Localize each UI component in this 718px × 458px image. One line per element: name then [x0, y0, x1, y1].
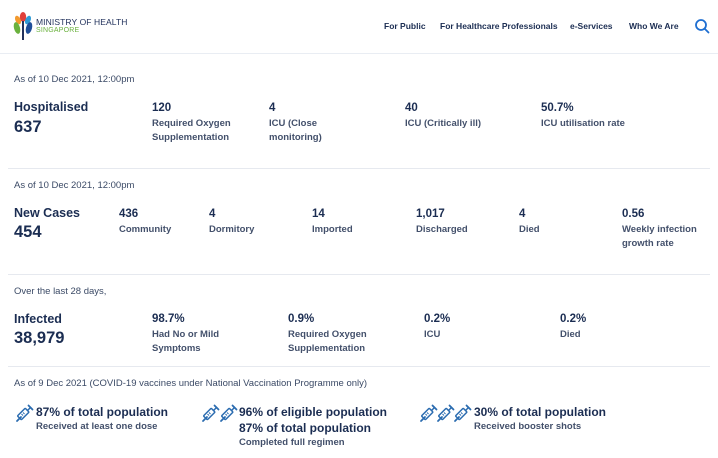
stat-label: Died [560, 329, 581, 340]
vaccination-value: 30% of total population [474, 405, 606, 419]
stat-label: Dormitory [209, 224, 255, 235]
stat-label: ICU (Close monitoring) [269, 118, 322, 143]
new-cases-total: 454 [14, 223, 42, 241]
infected-as-of: Over the last 28 days, [14, 286, 107, 297]
syringe-icon [420, 404, 472, 422]
stat-value: 1,017 [416, 208, 445, 220]
hospitalised-as-of: As of 10 Dec 2021, 12:00pm [14, 74, 135, 85]
stat-label: ICU [424, 329, 441, 340]
section-divider [8, 366, 710, 367]
stat-value: 98.7% [152, 313, 185, 325]
stat-label: Weekly infection growth rate [622, 224, 697, 249]
vaccination-label: Completed full regimen [239, 437, 345, 448]
stat-value: 0.2% [560, 313, 587, 325]
stat-label: Discharged [416, 224, 468, 235]
hospitalised-title: Hospitalised [14, 100, 89, 114]
stat-value: 120 [152, 102, 172, 114]
logo-title[interactable]: MINISTRY OF HEALTH [36, 17, 128, 27]
syringe-icon [16, 404, 34, 422]
moh-logo-icon[interactable] [12, 11, 34, 41]
stat-value: 40 [405, 102, 418, 114]
site-header: MINISTRY OF HEALTH SINGAPORE For Public … [0, 0, 718, 54]
infected-title: Infected [14, 312, 62, 326]
stat-label: Required Oxygen Supplementation [152, 118, 231, 143]
stat-label: Imported [312, 224, 353, 235]
section-divider [8, 168, 710, 169]
nav-e-services[interactable]: e-Services [570, 21, 613, 31]
stat-value: 50.7% [541, 102, 574, 114]
nav-for-healthcare-professionals[interactable]: For Healthcare Professionals [440, 21, 558, 31]
vaccination-value: 96% of eligible population [239, 405, 388, 419]
nav-who-we-are[interactable]: Who We Are [629, 21, 679, 31]
vaccination-label: Received booster shots [474, 421, 582, 432]
search-icon[interactable] [694, 18, 710, 34]
stat-value: 4 [269, 102, 276, 114]
stat-value: 4 [209, 208, 216, 220]
vaccination-as-of: As of 9 Dec 2021 (COVID-19 vaccines unde… [14, 378, 368, 389]
stat-label: Required Oxygen Supplementation [288, 329, 367, 354]
vaccination-value: 87% of total population [239, 421, 371, 435]
stat-value: 0.9% [288, 313, 315, 325]
new-cases-title: New Cases [14, 206, 81, 220]
vaccination-value: 87% of total population [36, 405, 168, 419]
stat-value: 436 [119, 208, 139, 220]
hospitalised-total: 637 [14, 118, 42, 136]
stat-value: 14 [312, 208, 325, 220]
syringe-icon [202, 404, 238, 422]
stat-value: 0.2% [424, 313, 451, 325]
stat-value: 0.56 [622, 208, 645, 220]
stat-label: Had No or Mild Symptoms [152, 329, 220, 354]
vaccination-label: Received at least one dose [36, 421, 158, 432]
logo-subtitle[interactable]: SINGAPORE [36, 27, 80, 34]
nav-for-public[interactable]: For Public [384, 21, 426, 31]
section-divider [8, 274, 710, 275]
stat-label: ICU utilisation rate [541, 118, 625, 129]
stat-label: ICU (Critically ill) [405, 118, 482, 129]
stat-label: Community [119, 224, 172, 235]
infected-total: 38,979 [14, 329, 65, 347]
new-cases-as-of: As of 10 Dec 2021, 12:00pm [14, 180, 135, 191]
stat-value: 4 [519, 208, 526, 220]
stat-label: Died [519, 224, 540, 235]
